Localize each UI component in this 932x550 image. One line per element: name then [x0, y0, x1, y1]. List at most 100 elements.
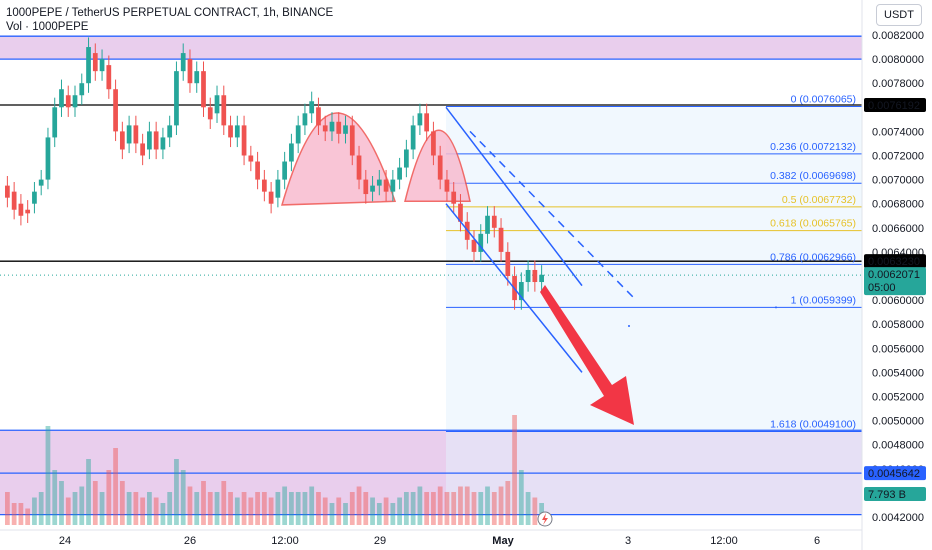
candle-body [471, 239, 477, 252]
volume-bar [282, 486, 288, 525]
candle-body [79, 83, 85, 96]
currency-button[interactable]: USDT [876, 4, 922, 26]
volume-bar [363, 492, 369, 525]
volume-bar [86, 459, 91, 525]
y-tick-label: 0.0068000 [872, 199, 924, 211]
candle-body [119, 131, 125, 150]
volume-bar [275, 492, 281, 525]
candle-body [505, 251, 511, 276]
fib-marker-dot [775, 306, 777, 309]
candle-body [59, 89, 64, 108]
y-tick-label: 0.0066000 [872, 223, 924, 235]
volume-bar [38, 492, 44, 525]
y-tick-label: 0.0072000 [872, 151, 924, 163]
candle-body [424, 113, 430, 132]
candle-body [268, 191, 274, 204]
price-tag [864, 487, 926, 501]
price-tag [864, 254, 926, 269]
candle-body [525, 269, 531, 283]
fib-level-label: 0.618 (0.0065765) [770, 218, 856, 230]
candle-body [329, 121, 335, 132]
candle-body [228, 125, 233, 138]
volume-bar [261, 492, 267, 525]
price-tag [864, 466, 926, 481]
volume-bar [99, 492, 105, 525]
channel-projection-line [469, 130, 637, 301]
volume-bar [491, 492, 497, 525]
candle-body [18, 203, 24, 216]
candle-body [295, 125, 301, 144]
volume-bar [532, 497, 538, 525]
volume-bar [187, 486, 193, 525]
candle-body [255, 161, 260, 180]
y-tick-label: 0.0070000 [872, 175, 924, 187]
fib-level-label: 0.786 (0.0062966) [770, 251, 856, 263]
volume-bar [356, 486, 362, 525]
candle-body [160, 137, 166, 150]
price-tag [864, 97, 926, 112]
volume-bar [241, 492, 247, 525]
candle-body [65, 95, 71, 108]
resistance-zone [0, 36, 862, 60]
candle-body [491, 215, 497, 228]
candle-body [5, 185, 10, 198]
candle-body [234, 125, 240, 138]
volume-bar [464, 486, 470, 525]
volume-bar [126, 492, 132, 525]
volume-bar [451, 492, 457, 525]
volume-bar [133, 492, 139, 525]
volume-bar [140, 497, 146, 525]
x-tick-label: 12:00 [710, 535, 738, 547]
volume-bar [194, 492, 200, 525]
candle-body [431, 131, 436, 156]
y-tick-label: 0.0058000 [872, 319, 924, 331]
volume-bar [201, 481, 206, 525]
candle-body [437, 155, 443, 180]
candle-body [404, 149, 409, 168]
volume-bar [322, 497, 328, 525]
candle-body [92, 53, 98, 72]
volume-bar [79, 486, 85, 525]
volume-bar [397, 497, 402, 525]
candle-body [410, 125, 416, 150]
volume-bar [410, 492, 416, 525]
y-tick-label: 0.0056000 [872, 343, 924, 355]
volume-bar [25, 508, 31, 525]
candle-body [167, 125, 173, 138]
candle-body [518, 282, 524, 301]
volume-bar [336, 497, 342, 525]
volume-bar [167, 492, 173, 525]
candle-body [322, 125, 328, 132]
x-tick-label: 12:00 [271, 535, 299, 547]
volume-bar [343, 503, 348, 525]
x-tick-label: 6 [814, 535, 820, 547]
volume-bar [458, 486, 463, 525]
volume-bar [370, 497, 375, 525]
candle-body [390, 179, 396, 192]
fib-level-label: 1.618 (0.0049100) [770, 418, 856, 430]
volume-bar [228, 492, 233, 525]
volume-bar [329, 503, 335, 525]
candle-body [214, 95, 220, 114]
candle-body [275, 179, 281, 198]
y-tick-label: 0.0080000 [872, 54, 924, 66]
volume-bar [376, 503, 382, 525]
candle-body [180, 53, 186, 72]
candle-body [444, 179, 450, 192]
volume-bar [295, 492, 301, 525]
candle-body [147, 131, 152, 150]
candle-body [417, 113, 423, 126]
volume-bar [289, 492, 294, 525]
y-tick-label: 0.0054000 [872, 367, 924, 379]
x-tick-label: May [492, 535, 514, 547]
y-tick-label: 0.0050000 [872, 416, 924, 428]
candle-body [106, 65, 112, 90]
candle-body [52, 107, 58, 138]
candle-body [376, 179, 382, 186]
price-tag-countdown: 05:00 [868, 282, 896, 294]
candle-body [498, 227, 504, 252]
lightning-icon-glyph [542, 513, 548, 525]
lightning-icon[interactable] [537, 511, 553, 527]
volume-bar [518, 470, 524, 525]
